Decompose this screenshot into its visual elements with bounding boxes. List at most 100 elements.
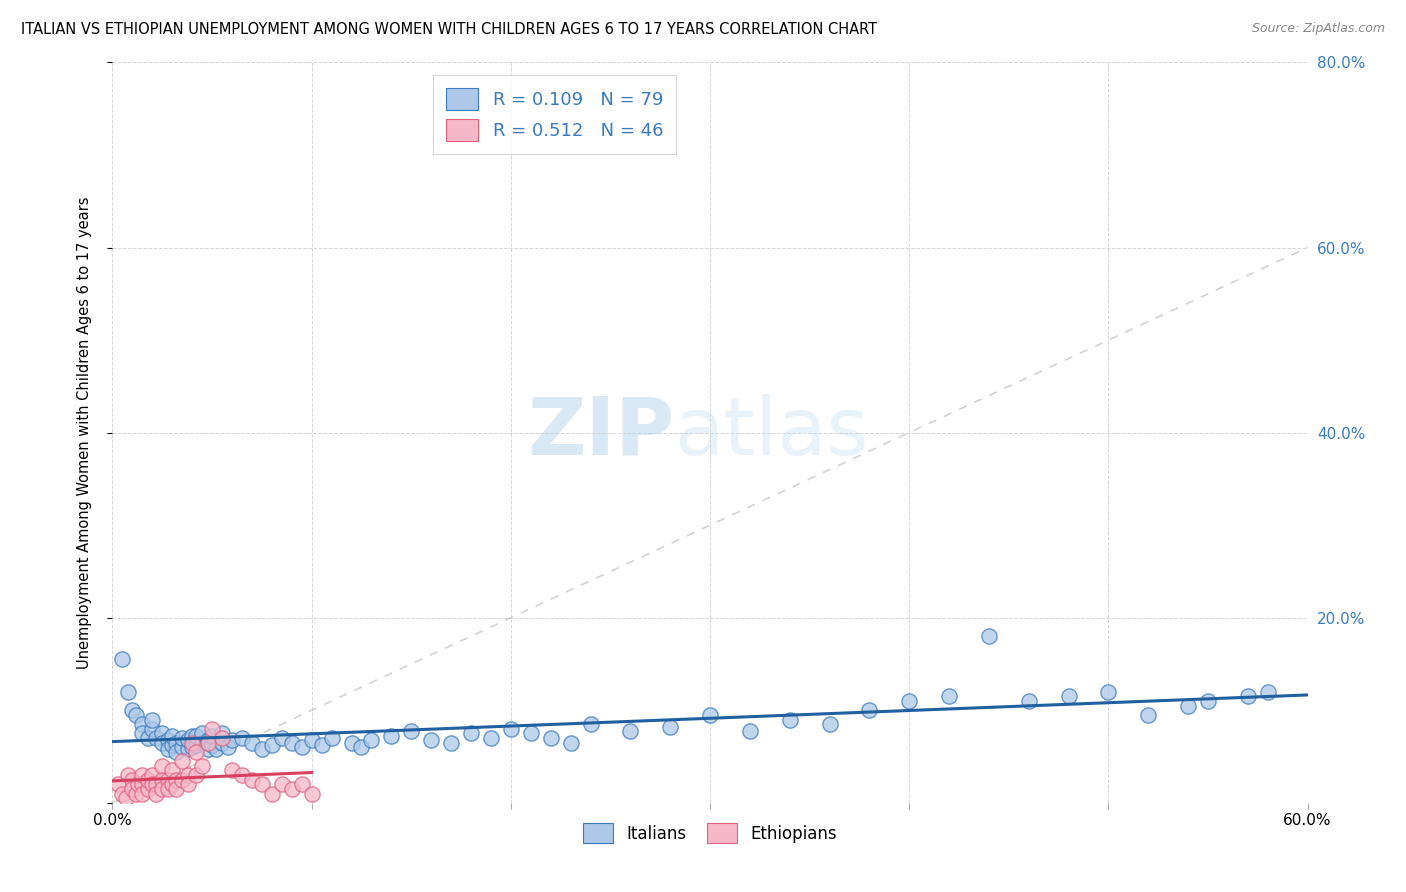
Point <box>221 732 243 747</box>
Point <box>540 731 562 745</box>
Point <box>138 781 160 796</box>
Point <box>157 781 180 796</box>
Point <box>111 787 134 801</box>
Point <box>141 722 163 736</box>
Point <box>127 777 149 791</box>
Point <box>115 791 138 805</box>
Point <box>231 768 253 782</box>
Point <box>141 777 163 791</box>
Text: atlas: atlas <box>675 393 869 472</box>
Point <box>162 729 183 743</box>
Point <box>165 736 187 750</box>
Point <box>240 736 263 750</box>
Point <box>281 781 304 796</box>
Point <box>440 736 463 750</box>
Point <box>131 717 153 731</box>
Point <box>301 732 323 747</box>
Point <box>380 729 402 743</box>
Point <box>181 740 204 755</box>
Point <box>560 736 582 750</box>
Legend: Italians, Ethiopians: Italians, Ethiopians <box>576 816 844 850</box>
Point <box>117 768 139 782</box>
Point <box>520 726 543 740</box>
Point <box>270 777 292 791</box>
Point <box>1197 694 1219 708</box>
Point <box>145 777 167 791</box>
Point <box>1097 685 1119 699</box>
Point <box>157 742 180 756</box>
Point <box>858 703 880 717</box>
Point <box>177 732 200 747</box>
Point <box>260 739 283 753</box>
Point <box>360 732 382 747</box>
Point <box>121 772 143 787</box>
Point <box>181 736 204 750</box>
Point <box>231 731 253 745</box>
Point <box>321 731 343 745</box>
Point <box>186 745 208 759</box>
Point <box>281 736 304 750</box>
Point <box>699 707 721 722</box>
Point <box>131 787 153 801</box>
Point <box>211 726 233 740</box>
Point <box>121 703 143 717</box>
Point <box>186 729 208 743</box>
Y-axis label: Unemployment Among Women with Children Ages 6 to 17 years: Unemployment Among Women with Children A… <box>77 196 91 669</box>
Point <box>172 754 194 768</box>
Point <box>172 772 194 787</box>
Point <box>131 726 153 740</box>
Point <box>977 629 1000 643</box>
Point <box>205 742 228 756</box>
Text: ITALIAN VS ETHIOPIAN UNEMPLOYMENT AMONG WOMEN WITH CHILDREN AGES 6 TO 17 YEARS C: ITALIAN VS ETHIOPIAN UNEMPLOYMENT AMONG … <box>21 22 877 37</box>
Point <box>217 740 239 755</box>
Point <box>201 729 224 743</box>
Point <box>197 736 219 750</box>
Point <box>201 722 224 736</box>
Point <box>1057 690 1080 704</box>
Point <box>177 768 200 782</box>
Point <box>659 720 682 734</box>
Point <box>291 740 314 755</box>
Point <box>311 739 333 753</box>
Point <box>150 726 173 740</box>
Point <box>1257 685 1279 699</box>
Point <box>186 768 208 782</box>
Point <box>162 764 183 778</box>
Point <box>1237 690 1260 704</box>
Point <box>401 723 423 738</box>
Point <box>141 713 163 727</box>
Point <box>479 731 502 745</box>
Point <box>260 787 283 801</box>
Point <box>162 777 183 791</box>
Point <box>240 772 263 787</box>
Point <box>1177 698 1199 713</box>
Point <box>165 745 187 759</box>
Point <box>1018 694 1040 708</box>
Point <box>211 736 233 750</box>
Point <box>301 787 323 801</box>
Point <box>150 781 173 796</box>
Point <box>938 690 960 704</box>
Point <box>1137 707 1160 722</box>
Point <box>186 739 208 753</box>
Text: Source: ZipAtlas.com: Source: ZipAtlas.com <box>1251 22 1385 36</box>
Point <box>270 731 292 745</box>
Point <box>125 787 148 801</box>
Point <box>350 740 373 755</box>
Point <box>165 781 187 796</box>
Point <box>121 781 143 796</box>
Point <box>138 772 160 787</box>
Point <box>201 739 224 753</box>
Point <box>191 736 214 750</box>
Point <box>779 713 801 727</box>
Point <box>157 732 180 747</box>
Point <box>291 777 314 791</box>
Point <box>177 742 200 756</box>
Point <box>460 726 482 740</box>
Point <box>197 732 219 747</box>
Point <box>340 736 363 750</box>
Point <box>111 652 134 666</box>
Point <box>157 772 180 787</box>
Text: ZIP: ZIP <box>527 393 675 472</box>
Point <box>150 772 173 787</box>
